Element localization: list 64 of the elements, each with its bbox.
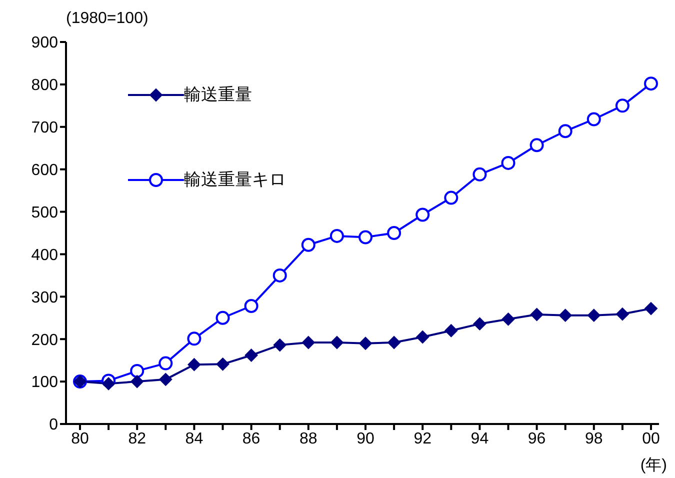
point [587, 308, 600, 322]
point [102, 377, 116, 390]
point [644, 76, 658, 91]
point [502, 312, 515, 326]
y-axis-title: (1980=100) [66, 10, 148, 28]
point [330, 336, 344, 350]
point [301, 238, 316, 252]
y-tick-label: 100 [31, 374, 58, 392]
y-tick-label: 600 [31, 162, 58, 180]
point [158, 356, 173, 370]
point [472, 167, 487, 182]
point [501, 156, 516, 170]
x-tick-label: 92 [414, 430, 432, 448]
point [302, 336, 315, 350]
point [159, 372, 172, 386]
point [188, 358, 201, 372]
x-tick-label: 00 [642, 430, 660, 448]
x-tick-label: 90 [356, 430, 374, 448]
x-tick-label: 82 [128, 430, 146, 448]
y-tick-label: 0 [49, 416, 58, 434]
point [187, 332, 202, 346]
y-tick-label: 800 [31, 77, 58, 94]
y-tick-label: 500 [31, 204, 58, 222]
point [416, 330, 430, 344]
point [244, 348, 258, 362]
point [473, 317, 486, 330]
y-tick-label: 900 [31, 34, 58, 52]
point [330, 228, 344, 243]
y-tick-label: 700 [31, 120, 58, 137]
x-tick-label: 88 [300, 430, 318, 448]
point [444, 190, 458, 205]
x-tick-label: 96 [528, 430, 546, 448]
point [416, 208, 430, 222]
point [530, 308, 544, 321]
point [586, 112, 601, 126]
point [359, 336, 372, 350]
x-tick-label: 86 [242, 430, 260, 448]
y-tick-label: 200 [31, 332, 58, 349]
y-tick-label: 400 [31, 246, 58, 264]
x-tick-label: 98 [585, 430, 603, 448]
point [244, 299, 258, 314]
point [130, 364, 144, 378]
point [558, 124, 572, 138]
point [644, 302, 658, 316]
point [216, 310, 230, 325]
x-axis-title: (年) [640, 456, 667, 476]
point [130, 375, 144, 388]
x-tick-label: 84 [185, 430, 204, 448]
point [615, 98, 630, 113]
legend-label: 輸送重量 [184, 84, 252, 106]
y-tick-label: 300 [31, 289, 58, 306]
legend-label: 輸送重量キロ [184, 169, 286, 191]
point [273, 338, 286, 352]
point [272, 268, 287, 282]
point [388, 336, 401, 350]
point [616, 308, 629, 321]
x-tick-label: 80 [71, 430, 89, 448]
point [530, 138, 544, 152]
point [216, 358, 230, 371]
x-tick-label: 94 [470, 430, 489, 448]
point [558, 308, 572, 322]
point [444, 324, 458, 338]
point [387, 226, 402, 240]
point [358, 230, 372, 244]
